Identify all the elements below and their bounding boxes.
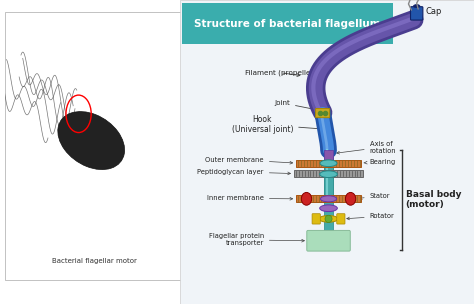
FancyBboxPatch shape — [312, 214, 320, 224]
Ellipse shape — [319, 216, 338, 222]
Text: Bearing: Bearing — [364, 159, 396, 164]
Text: Outer membrane: Outer membrane — [205, 157, 292, 164]
FancyBboxPatch shape — [337, 214, 345, 224]
Text: Joint: Joint — [274, 100, 319, 111]
Text: Structure of bacterial flagellum: Structure of bacterial flagellum — [194, 19, 381, 29]
Text: Basal body
(motor): Basal body (motor) — [406, 190, 461, 209]
FancyBboxPatch shape — [316, 109, 330, 118]
FancyBboxPatch shape — [324, 150, 333, 196]
Text: Cap: Cap — [426, 7, 442, 16]
FancyBboxPatch shape — [182, 3, 393, 44]
Text: Axis of
rotation: Axis of rotation — [337, 141, 396, 154]
Ellipse shape — [320, 196, 337, 202]
FancyBboxPatch shape — [294, 170, 363, 177]
FancyBboxPatch shape — [324, 150, 333, 166]
FancyBboxPatch shape — [296, 195, 361, 202]
FancyBboxPatch shape — [410, 7, 423, 20]
Ellipse shape — [58, 112, 125, 170]
Text: Inner membrane: Inner membrane — [207, 195, 292, 201]
FancyBboxPatch shape — [296, 160, 361, 167]
Text: Rotator: Rotator — [347, 213, 394, 220]
FancyBboxPatch shape — [180, 0, 474, 304]
Text: Filament (propeller): Filament (propeller) — [245, 70, 316, 77]
Ellipse shape — [319, 205, 337, 212]
Text: Peptidoglycan layer: Peptidoglycan layer — [197, 169, 291, 175]
Ellipse shape — [346, 192, 356, 205]
Text: Hook
(Universal joint): Hook (Universal joint) — [232, 115, 322, 134]
Ellipse shape — [301, 192, 311, 205]
Ellipse shape — [320, 160, 337, 167]
Text: Flagellar protein
transporter: Flagellar protein transporter — [209, 233, 304, 246]
Ellipse shape — [319, 171, 337, 178]
Text: Bacterial flagellar motor: Bacterial flagellar motor — [52, 257, 137, 264]
Text: Stator: Stator — [359, 193, 390, 199]
FancyBboxPatch shape — [324, 195, 333, 233]
Ellipse shape — [413, 5, 420, 8]
FancyBboxPatch shape — [307, 230, 350, 251]
Circle shape — [325, 215, 332, 223]
